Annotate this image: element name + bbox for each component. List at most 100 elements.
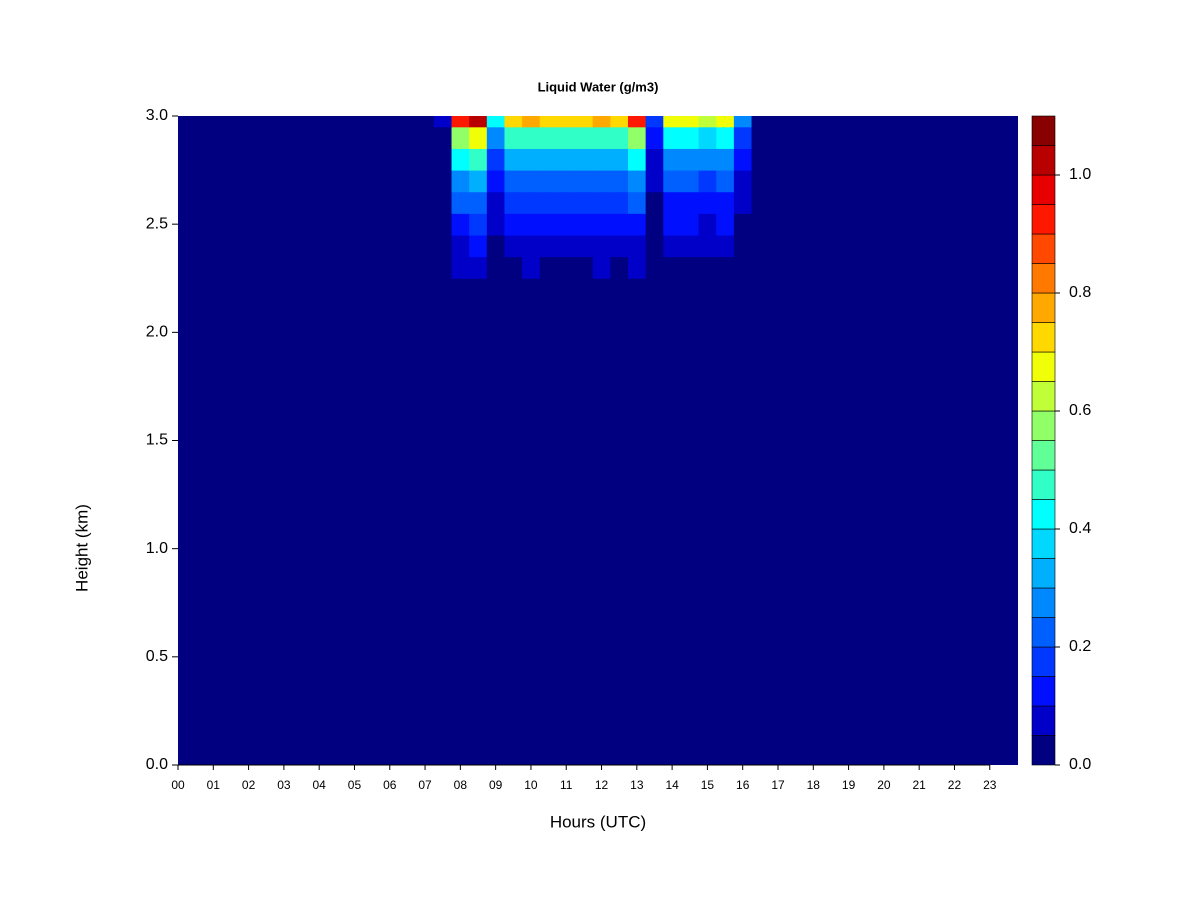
- x-tick-label: 19: [842, 778, 856, 792]
- contour-cell: [451, 170, 470, 193]
- contour-cell: [698, 256, 717, 279]
- contour-cell: [663, 148, 682, 171]
- contour-cell: [557, 278, 576, 301]
- contour-cell: [733, 213, 753, 236]
- contour-cell: [592, 256, 611, 279]
- contour-cell: [645, 116, 664, 128]
- contour-cell: [575, 116, 594, 128]
- contour-cell: [522, 191, 541, 214]
- contour-cell: [733, 148, 753, 171]
- contour-cell: [433, 234, 453, 258]
- contour-cell: [433, 256, 453, 279]
- contour-cell: [504, 170, 523, 193]
- x-tick-label: 01: [207, 778, 221, 792]
- contour-cell: [451, 234, 470, 258]
- contour-cell: [539, 148, 558, 171]
- contour-cell: [663, 256, 682, 279]
- colorbar-band: [1031, 204, 1056, 235]
- contour-cell: [575, 256, 594, 279]
- contour-cell: [433, 126, 453, 149]
- x-tick-label: 16: [736, 778, 750, 792]
- contour-cell: [751, 256, 770, 279]
- contour-cell: [451, 116, 470, 128]
- contour-cell: [433, 191, 453, 214]
- contour-cell: [433, 213, 453, 236]
- colorbar-band: [1031, 263, 1056, 294]
- y-tick-label: 2.0: [146, 324, 168, 341]
- contour-cell: [628, 213, 647, 236]
- contour-cell: [504, 256, 523, 279]
- contour-cell: [698, 148, 717, 171]
- colorbar-band: [1031, 646, 1056, 677]
- contour-cell: [575, 170, 594, 193]
- contour-cell: [716, 278, 735, 301]
- contour-cell: [733, 116, 753, 128]
- colorbar-band: [1031, 410, 1056, 441]
- colorbar-band: [1031, 292, 1056, 323]
- x-tick-label: 21: [912, 778, 926, 792]
- contour-cell: [522, 148, 541, 171]
- contour-cell: [733, 191, 753, 214]
- contour-cell: [751, 116, 770, 128]
- y-axis-label: Height (km): [72, 504, 91, 592]
- contour-cell: [592, 213, 611, 236]
- contour-cell: [716, 256, 735, 279]
- x-tick-label: 23: [983, 778, 997, 792]
- contour-cell: [663, 116, 682, 128]
- contour-cell: [751, 278, 770, 301]
- contour-cell: [539, 234, 558, 258]
- contour-cell: [716, 126, 735, 149]
- colorbar-band: [1031, 174, 1056, 205]
- x-tick-label: 07: [418, 778, 432, 792]
- contour-cell: [610, 213, 629, 236]
- x-tick-label: 20: [877, 778, 891, 792]
- contour-cell: [504, 278, 523, 301]
- contour-cell: [557, 191, 576, 214]
- contour-cell: [733, 278, 753, 301]
- x-tick-label: 04: [312, 778, 326, 792]
- contour-cell: [628, 191, 647, 214]
- contour-cell: [451, 256, 470, 279]
- contour-cell: [733, 170, 753, 193]
- contour-cell: [557, 170, 576, 193]
- x-tick-label: 03: [277, 778, 291, 792]
- contour-cell: [751, 213, 770, 236]
- contour-cell: [486, 148, 505, 171]
- x-tick-label: 11: [560, 778, 573, 792]
- contour-cell: [522, 213, 541, 236]
- contour-cell: [504, 213, 523, 236]
- contour-cell: [486, 116, 505, 128]
- y-tick-label: 0.0: [146, 756, 168, 773]
- contour-cell: [751, 148, 770, 171]
- x-tick-label: 10: [524, 778, 538, 792]
- x-tick-label: 17: [771, 778, 785, 792]
- contour-cell: [716, 234, 735, 258]
- x-tick-label: 13: [630, 778, 644, 792]
- contour-cell: [486, 234, 505, 258]
- contour-cell: [698, 126, 717, 149]
- contour-cell: [504, 191, 523, 214]
- contour-cell: [592, 278, 611, 301]
- x-tick-label: 05: [348, 778, 362, 792]
- contour-cell: [645, 234, 664, 258]
- contour-cell: [592, 170, 611, 193]
- x-tick-label: 14: [665, 778, 679, 792]
- colorbar-band: [1031, 617, 1056, 648]
- contour-cell: [539, 213, 558, 236]
- contour-cell: [539, 170, 558, 193]
- contour-cell: [733, 126, 753, 149]
- contour-cell: [592, 126, 611, 149]
- contour-cell: [469, 256, 488, 279]
- contour-cell: [504, 116, 523, 128]
- contour-cell: [698, 213, 717, 236]
- contour-cell: [628, 116, 647, 128]
- contour-cell: [504, 148, 523, 171]
- contour-cell: [716, 213, 735, 236]
- contour-cell: [663, 126, 682, 149]
- contour-cell: [751, 191, 770, 214]
- contour-cell: [539, 256, 558, 279]
- contour-cell: [680, 148, 700, 171]
- contour-cell: [522, 234, 541, 258]
- contour-cell: [451, 213, 470, 236]
